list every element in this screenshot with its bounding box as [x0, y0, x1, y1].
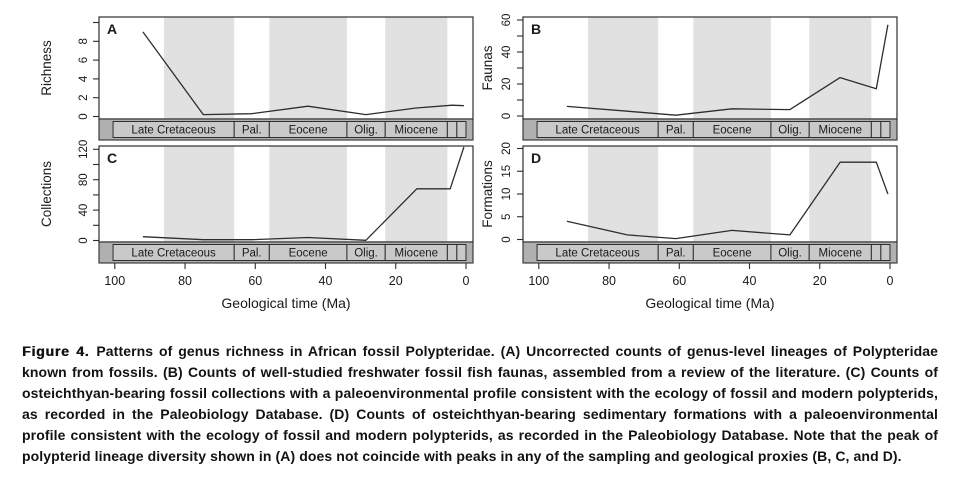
epoch-box	[456, 121, 467, 138]
epoch-label: Pal.	[242, 125, 262, 137]
x-axis-title: Geological time (Ma)	[645, 295, 774, 311]
y-axis-title-c: Collections	[39, 161, 54, 227]
y-tick-label: 120	[78, 140, 90, 159]
x-tick-label: 40	[319, 274, 333, 288]
y-tick-label: 4	[78, 75, 90, 82]
time-shading-band	[163, 146, 235, 242]
epoch-box	[446, 244, 458, 261]
epoch-label: Pal.	[242, 248, 262, 260]
y-tick-label: 2	[78, 94, 90, 100]
epoch-label: Late Cretaceous	[131, 125, 216, 137]
y-axis-title-d: Formations	[480, 160, 495, 228]
epoch-label: Olig.	[354, 248, 378, 260]
epoch-label: Olig.	[778, 248, 802, 260]
panel-letter-d: D	[531, 150, 541, 166]
panel-letter-b: B	[531, 21, 541, 37]
y-tick-label: 0	[78, 113, 90, 119]
panel-letter-c: C	[107, 150, 117, 166]
x-tick-label: 20	[389, 274, 403, 288]
epoch-box	[870, 121, 882, 138]
time-shading-band	[693, 146, 771, 242]
epoch-box	[870, 244, 882, 261]
y-tick-label: 0	[501, 113, 513, 119]
y-tick-label: 20	[501, 78, 513, 91]
epoch-box	[880, 121, 891, 138]
x-tick-label: 80	[178, 274, 192, 288]
figure-caption: Figure 4. Patterns of genus richness in A…	[22, 341, 938, 467]
panel-c: C 0 40 80 120 Collections Late Cretaceous Pal. E…	[39, 140, 474, 311]
y-tick-label: 10	[501, 188, 513, 201]
y-tick-label: 8	[78, 38, 90, 44]
series-line-c	[142, 146, 465, 241]
time-shading-band	[163, 17, 235, 119]
y-tick-label: 40	[78, 204, 90, 217]
x-tick-label: 80	[602, 274, 616, 288]
figure-panels: A 0 2 4 6 8 Richness Late Cretaceous Pal. Eocene O…	[39, 14, 898, 311]
epoch-label: Eocene	[289, 248, 328, 260]
x-tick-label: 100	[104, 274, 125, 288]
series-line-a	[142, 31, 464, 116]
epoch-box	[446, 121, 458, 138]
epoch-label: Late Cretaceous	[555, 248, 640, 260]
y-tick-label: 6	[78, 57, 90, 63]
polypteridae-four-panel-chart: A 0 2 4 6 8 Richness Late Cretaceous Pal. Eocene O…	[39, 14, 898, 311]
time-shading-band	[269, 17, 347, 119]
x-tick-label: 40	[743, 274, 757, 288]
x-tick-label: 20	[813, 274, 827, 288]
y-tick-label: 60	[501, 14, 513, 27]
epoch-label: Pal.	[666, 248, 686, 260]
y-axis-title-a: Richness	[39, 40, 54, 96]
x-tick-label: 60	[672, 274, 686, 288]
figure-caption-label: Figure 4.	[22, 343, 90, 359]
epoch-label: Miocene	[395, 248, 438, 260]
series-line-d	[566, 161, 889, 240]
time-shading-band	[587, 146, 659, 242]
time-shading-band	[385, 146, 448, 242]
panel-a: A 0 2 4 6 8 Richness Late Cretaceous Pal. Eocene O…	[39, 16, 474, 141]
epoch-box	[456, 244, 467, 261]
epoch-label: Late Cretaceous	[555, 125, 640, 137]
y-tick-label: 0	[78, 237, 90, 243]
y-tick-label: 0	[501, 236, 513, 242]
epoch-label: Miocene	[819, 248, 862, 260]
panel-letter-a: A	[107, 21, 117, 37]
x-tick-label: 0	[886, 274, 893, 288]
panel-d: D 0 5 10 15 20 Formations Late Cretaceous Pal. Eo…	[480, 142, 898, 311]
time-shading-band	[809, 17, 872, 119]
epoch-label: Eocene	[713, 125, 752, 137]
y-tick-label: 5	[501, 214, 513, 220]
epoch-label: Olig.	[354, 125, 378, 137]
x-tick-label: 0	[462, 274, 469, 288]
epoch-box	[880, 244, 891, 261]
epoch-label: Miocene	[395, 125, 438, 137]
y-axis-title-b: Faunas	[480, 45, 495, 90]
x-tick-label: 60	[248, 274, 262, 288]
time-shading-band	[385, 17, 448, 119]
time-shading-band	[587, 17, 659, 119]
y-tick-label: 15	[501, 165, 513, 178]
y-tick-label: 20	[501, 142, 513, 155]
epoch-label: Pal.	[666, 125, 686, 137]
epoch-label: Miocene	[819, 125, 862, 137]
x-axis-title: Geological time (Ma)	[221, 295, 350, 311]
epoch-label: Olig.	[778, 125, 802, 137]
x-tick-label: 100	[528, 274, 549, 288]
series-line-b	[566, 24, 889, 116]
epoch-label: Late Cretaceous	[131, 248, 216, 260]
figure-caption-text: Patterns of genus richness in African fo…	[22, 343, 938, 464]
y-tick-label: 80	[78, 173, 90, 186]
panel-b: B 0 20 40 60 Faunas Late Cretaceous Pal. Eocene O…	[480, 14, 898, 141]
epoch-label: Eocene	[713, 248, 752, 260]
y-tick-label: 40	[501, 46, 513, 59]
epoch-label: Eocene	[289, 125, 328, 137]
time-shading-band	[269, 146, 347, 242]
time-shading-band	[693, 17, 771, 119]
